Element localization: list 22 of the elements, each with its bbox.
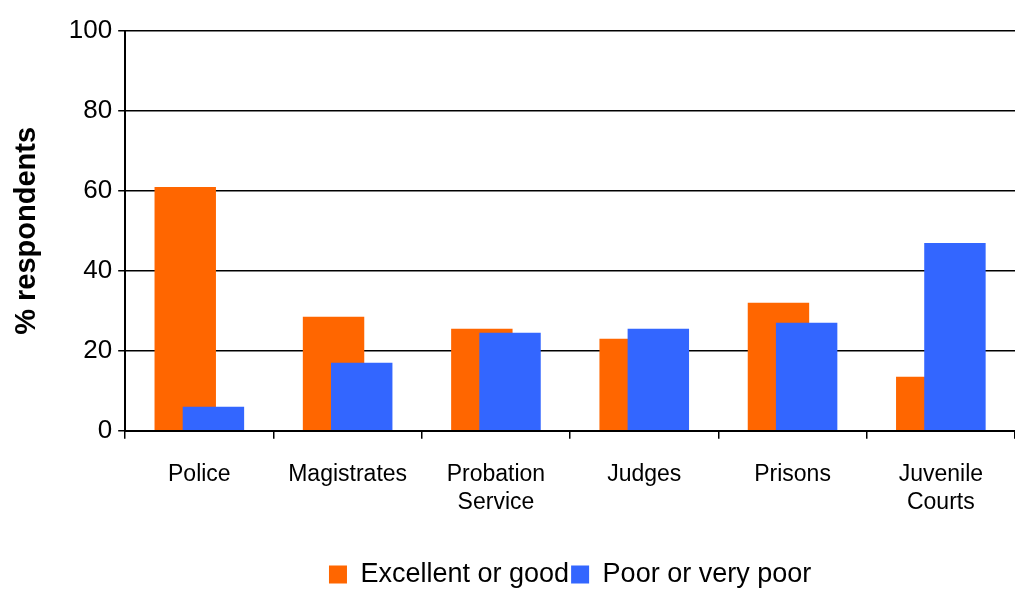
y-tick-label: 20 <box>83 334 113 365</box>
y-tick-label: 0 <box>97 413 113 444</box>
bar <box>775 322 838 431</box>
x-tick-label: Juvenile Courts <box>898 459 984 514</box>
bar <box>479 332 541 431</box>
y-axis-title: % respondents <box>9 126 42 335</box>
x-tick-label: Prisons <box>754 459 831 486</box>
legend-label: Poor or very poor <box>602 557 812 588</box>
y-tick-label: 40 <box>83 254 113 285</box>
legend-label: Excellent or good <box>360 557 570 588</box>
x-tick-label: Probation Service <box>446 459 546 514</box>
y-tick-label: 60 <box>83 174 113 205</box>
x-tick-label: Judges <box>607 459 682 486</box>
y-tick-label: 100 <box>68 14 113 45</box>
y-tick-label: 80 <box>83 94 113 125</box>
bar <box>627 328 690 431</box>
bar <box>154 186 216 431</box>
x-tick-label: Magistrates <box>288 459 408 486</box>
bar <box>924 242 986 431</box>
bar <box>331 362 393 431</box>
bar <box>182 406 245 431</box>
x-tick-label: Police <box>168 459 231 486</box>
